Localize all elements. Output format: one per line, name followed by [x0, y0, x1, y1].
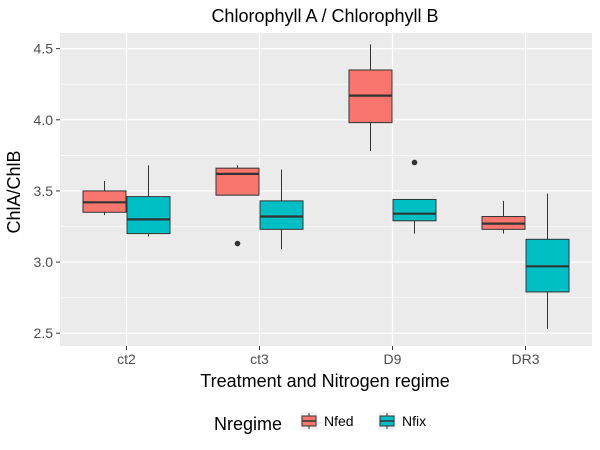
legend-label-nfed: Nfed — [324, 413, 354, 429]
y-tick-label: 3.5 — [34, 183, 54, 199]
box-nfed-ct3 — [215, 165, 260, 247]
box-nfed-ct2 — [82, 180, 127, 216]
box-series — [82, 44, 570, 329]
box-iqr — [126, 196, 171, 235]
y-axis: 2.5 3.0 3.5 4.0 4.5 — [34, 41, 60, 341]
y-tick-label: 4.0 — [34, 112, 54, 128]
legend-key-nfed — [300, 412, 318, 430]
legend-key-nfix — [378, 412, 396, 430]
x-axis: ct2 ct3 D9 DR3 — [117, 346, 540, 367]
legend: Nregime Nfed Nfix — [214, 412, 426, 434]
outlier-point — [234, 240, 241, 247]
outlier-point — [411, 159, 418, 166]
y-axis-title: ChlA/ChlB — [4, 150, 24, 233]
box-nfix-ct2 — [126, 165, 171, 237]
box-nfed-dr3 — [481, 200, 526, 234]
box-iqr — [392, 198, 437, 222]
plot-panel — [60, 33, 592, 346]
box-iqr — [259, 200, 304, 230]
x-tick-label: ct3 — [250, 351, 269, 367]
box-nfix-ct3 — [259, 169, 304, 250]
chart-title: Chlorophyll A / Chlorophyll B — [211, 6, 438, 26]
box-iqr — [215, 167, 260, 196]
y-tick-label: 3.0 — [34, 254, 54, 270]
legend-label-nfix: Nfix — [402, 413, 426, 429]
x-tick-label: ct2 — [117, 351, 136, 367]
y-tick-label: 2.5 — [34, 325, 54, 341]
x-axis-title: Treatment and Nitrogen regime — [200, 371, 449, 391]
box-nfix-dr3 — [525, 193, 570, 329]
y-tick-label: 4.5 — [34, 41, 54, 57]
box-nfix-d9 — [392, 159, 437, 234]
box-nfed-d9 — [348, 44, 393, 152]
x-tick-label: D9 — [384, 351, 402, 367]
legend-title: Nregime — [214, 414, 282, 434]
x-tick-label: DR3 — [511, 351, 539, 367]
